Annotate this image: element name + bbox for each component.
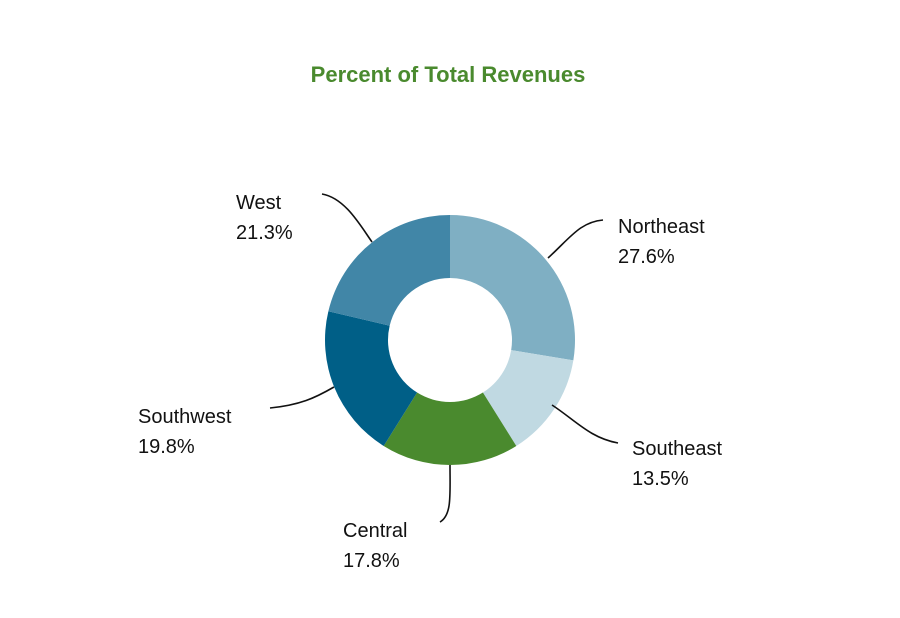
slice-label-northeast: Northeast — [618, 216, 705, 238]
leader-line-northeast — [547, 219, 604, 259]
slice-value-central: 17.8% — [343, 550, 400, 572]
slice-southwest — [324, 311, 418, 446]
slice-labels: Northeast 27.6% Southeast 13.5% Central 17.8%… — [138, 192, 723, 572]
leader-lines — [269, 193, 619, 523]
donut-slices — [324, 215, 575, 466]
slice-northeast — [450, 215, 575, 361]
slice-central — [383, 392, 517, 466]
slice-label-southwest: Southwest — [138, 406, 232, 428]
slice-label-central: Central — [343, 520, 407, 542]
slice-value-southwest: 19.8% — [138, 436, 195, 458]
leader-line-southwest — [269, 386, 335, 409]
slice-west — [328, 215, 450, 326]
slice-southeast — [482, 350, 574, 446]
slice-value-southeast: 13.5% — [632, 468, 689, 490]
slice-value-northeast: 27.6% — [618, 246, 675, 268]
leader-line-west — [321, 193, 373, 243]
chart-title: Percent of Total Revenues — [311, 62, 586, 87]
leader-line-central — [439, 464, 451, 523]
slice-value-west: 21.3% — [236, 222, 293, 244]
leader-line-southeast — [551, 404, 619, 444]
slice-label-west: West — [236, 192, 282, 214]
slice-label-southeast: Southeast — [632, 438, 723, 460]
